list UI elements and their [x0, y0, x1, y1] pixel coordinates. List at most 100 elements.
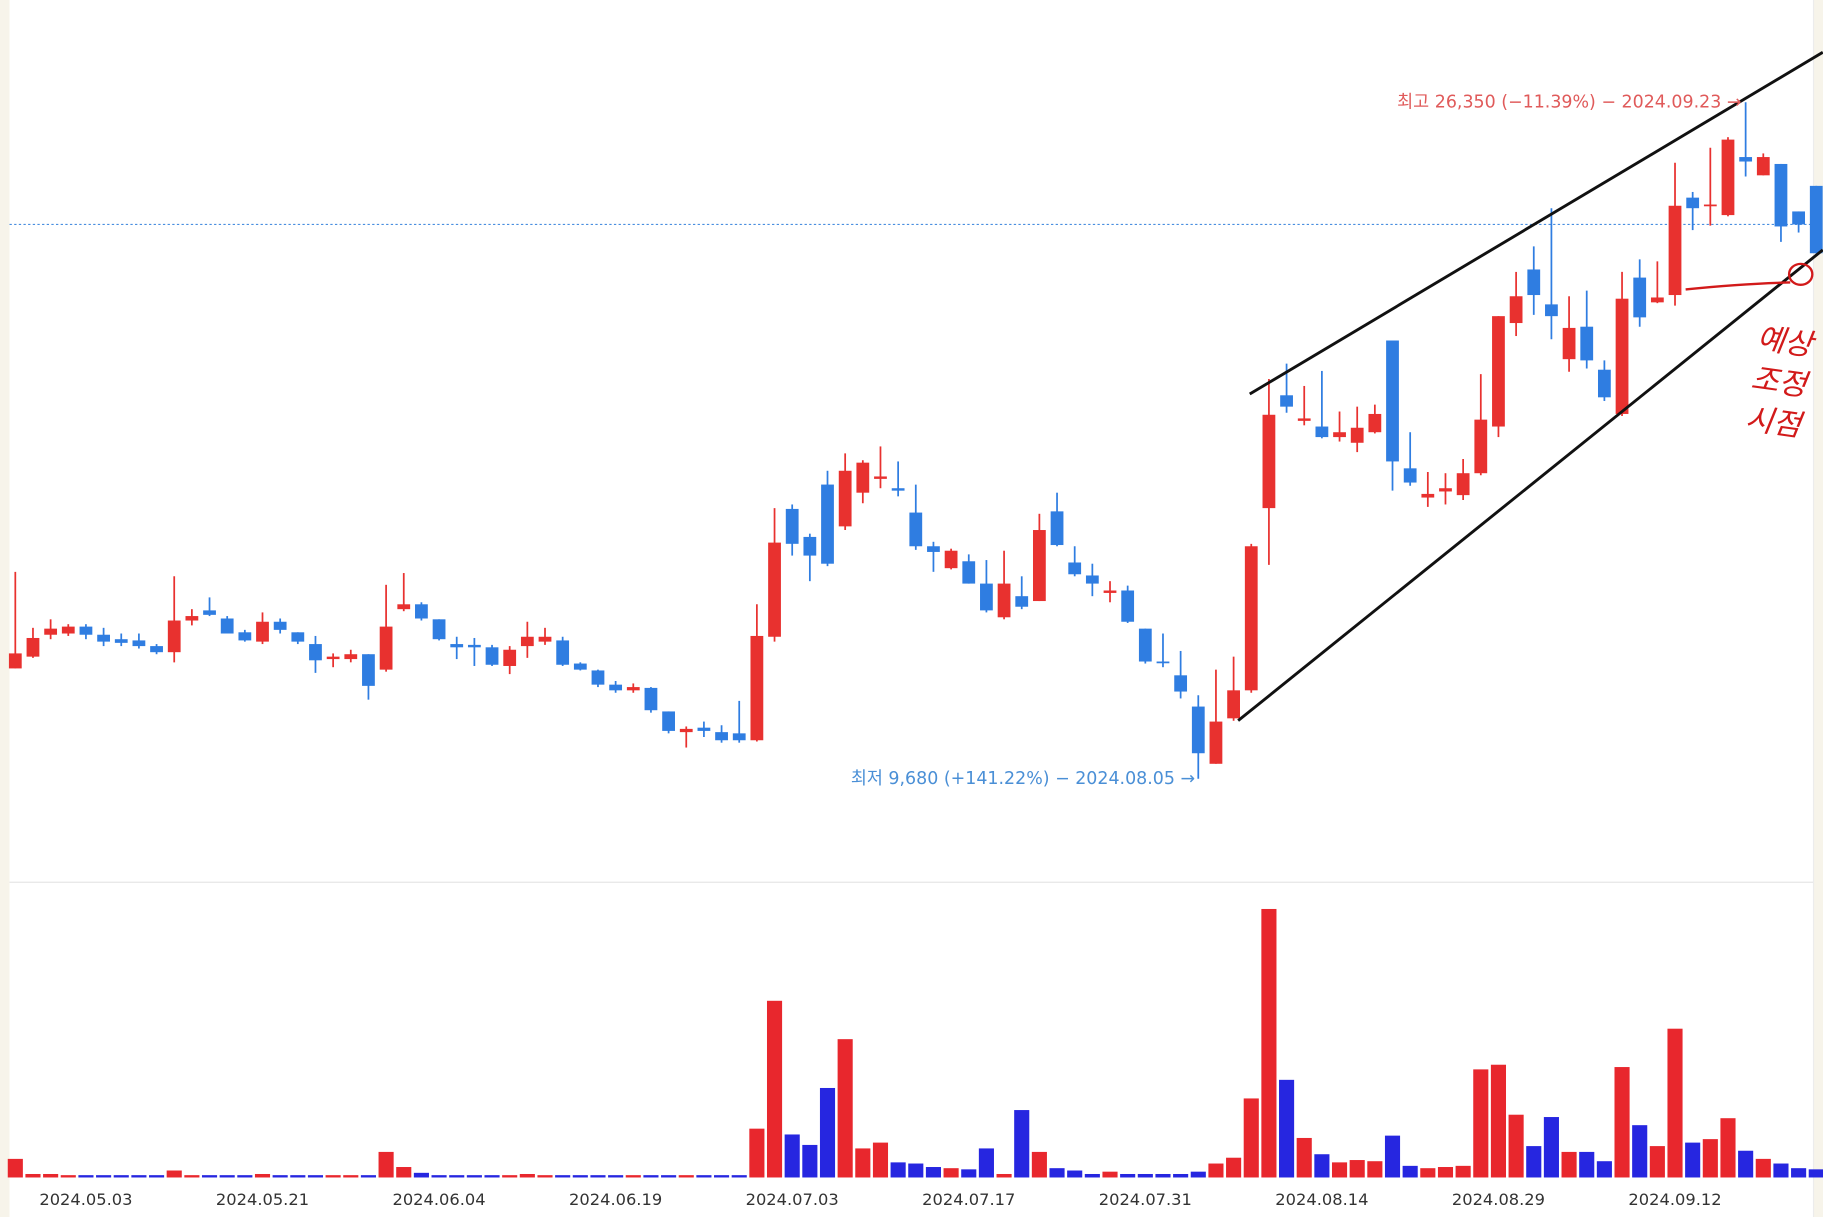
- candle-body: [1050, 511, 1064, 546]
- candle-body: [1209, 721, 1223, 764]
- volume-bar: [1455, 1165, 1471, 1178]
- volume-bar: [1367, 1161, 1383, 1178]
- x-tick-label: 2024.08.29: [1452, 1190, 1545, 1209]
- candle-body: [962, 561, 976, 584]
- volume-bar: [7, 1158, 23, 1178]
- volume-bar: [360, 1175, 376, 1178]
- candle-body: [1474, 419, 1488, 474]
- candle-body: [44, 628, 58, 635]
- candle-body: [1315, 426, 1329, 438]
- candle-body: [203, 610, 216, 615]
- x-tick-label: 2024.07.03: [746, 1190, 839, 1209]
- volume-bar: [1473, 1069, 1489, 1178]
- volume-bar: [1137, 1173, 1153, 1178]
- volume-bar: [537, 1175, 553, 1178]
- volume-bar: [1314, 1154, 1330, 1178]
- volume-bar: [431, 1175, 447, 1178]
- candle-body: [150, 646, 163, 653]
- candle-body: [1774, 163, 1788, 227]
- volume-bar: [555, 1175, 571, 1178]
- candle-body: [326, 656, 340, 660]
- candle-body: [1368, 413, 1382, 433]
- candle-body: [1721, 139, 1735, 216]
- candle-body: [626, 687, 640, 691]
- candle-body: [1527, 269, 1541, 296]
- volume-bar: [449, 1175, 465, 1178]
- candle-body: [609, 684, 623, 691]
- x-tick-label: 2024.07.17: [922, 1190, 1015, 1209]
- candle-body: [856, 462, 870, 493]
- volume-bar: [307, 1175, 324, 1178]
- candle-body: [1121, 590, 1135, 622]
- volume-bar: [1208, 1163, 1224, 1178]
- chart-background: [9, 0, 1814, 1217]
- low-annotation: 최저 9,680 (+141.22%) − 2024.08.05 →: [851, 769, 1195, 789]
- candle-body: [432, 619, 446, 640]
- volume-bar: [749, 1128, 765, 1178]
- candle-body: [220, 618, 234, 634]
- candle-body: [1439, 488, 1452, 492]
- candle-body: [1650, 297, 1664, 303]
- candle-body: [291, 632, 305, 642]
- volume-bar: [484, 1175, 500, 1178]
- handwritten-arrow: [1685, 281, 1791, 291]
- high-annotation: 최고 26,350 (−11.39%) − 2024.09.23 →: [1397, 92, 1741, 112]
- volume-bar: [184, 1175, 200, 1178]
- volume-bar: [1808, 1169, 1823, 1178]
- volume-bar: [1102, 1171, 1118, 1178]
- volume-bar: [1720, 1118, 1736, 1178]
- volume-bar: [519, 1173, 535, 1178]
- candle-body: [1015, 596, 1029, 607]
- volume-bar: [1226, 1157, 1242, 1178]
- volume-bar: [837, 1039, 853, 1178]
- candle-body: [1085, 575, 1099, 584]
- note-line: 시점: [1743, 402, 1806, 445]
- volume-bar: [1437, 1167, 1454, 1178]
- candle-body: [1386, 340, 1399, 462]
- handwritten-note: 예상 조정 시점: [1743, 321, 1818, 445]
- volume-bar: [1049, 1168, 1065, 1178]
- volume-bar: [1490, 1064, 1507, 1178]
- candle-body: [1703, 204, 1717, 207]
- candle-body: [185, 616, 199, 621]
- candle-body: [1191, 706, 1205, 754]
- candle-body: [891, 488, 905, 491]
- volume-bar: [1155, 1173, 1171, 1178]
- candle-body: [1509, 296, 1523, 324]
- x-tick-label: 2024.06.19: [569, 1190, 662, 1209]
- volume-bar: [766, 1000, 783, 1178]
- candle-body: [1156, 661, 1170, 664]
- candle-body: [732, 733, 746, 741]
- volume-bar: [1755, 1158, 1771, 1178]
- volume-bar: [1384, 1135, 1401, 1178]
- candle-body: [679, 728, 693, 733]
- candle-body: [1032, 530, 1046, 602]
- volume-bar: [219, 1175, 235, 1178]
- candle-body: [362, 654, 375, 686]
- candle-body: [980, 583, 993, 611]
- candle-body: [1244, 546, 1258, 691]
- candle-body: [662, 711, 675, 731]
- volume-bar: [1561, 1151, 1577, 1178]
- candle-body: [1562, 327, 1576, 360]
- volume-bar: [149, 1175, 165, 1178]
- volume-bar: [643, 1175, 659, 1178]
- candle-body: [1350, 427, 1364, 443]
- volume-bar: [1649, 1146, 1665, 1178]
- candle-body: [697, 727, 711, 731]
- candle-body: [1756, 157, 1770, 176]
- volume-bar: [1702, 1139, 1718, 1178]
- candle-body: [1068, 562, 1082, 575]
- candle-body: [1103, 590, 1117, 593]
- x-tick-label: 2024.09.12: [1628, 1190, 1721, 1209]
- volume-bar: [590, 1175, 606, 1178]
- candle-body: [26, 637, 40, 657]
- volume-bar: [237, 1175, 253, 1178]
- candle-body: [573, 663, 587, 670]
- volume-bar: [925, 1167, 942, 1178]
- candle-body: [415, 604, 428, 619]
- candle-body: [1686, 197, 1700, 209]
- volume-bar: [1349, 1160, 1365, 1178]
- candle-body: [556, 640, 570, 665]
